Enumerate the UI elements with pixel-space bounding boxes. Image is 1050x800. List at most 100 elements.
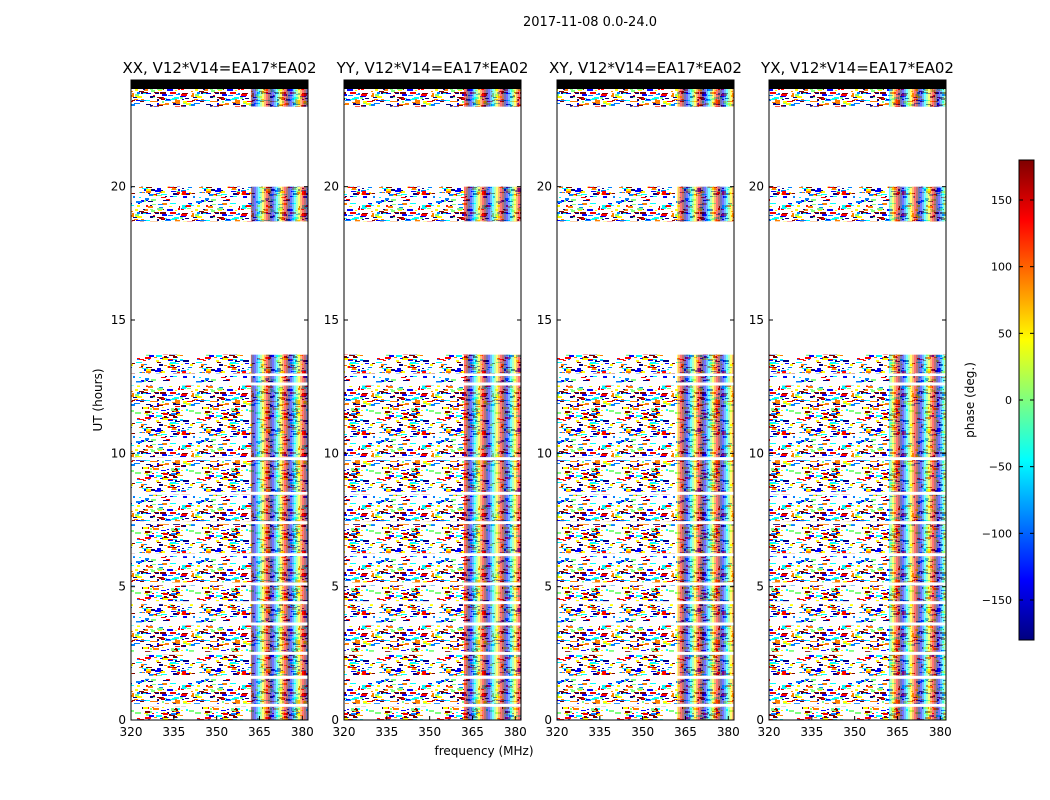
y-tick-label: 20 <box>324 180 339 194</box>
x-tick-label: 335 <box>162 725 185 739</box>
panel-3: YX, V12*V14=EA17*EA02 320 335 350 365 380 0 5 10… <box>749 59 954 739</box>
y-tick-label: 5 <box>544 580 552 594</box>
y-tick-label: 15 <box>111 313 126 327</box>
colorbar: −150 −100 −50 0 50 100 150 phase (deg.) <box>963 159 1035 641</box>
flag-gap <box>557 553 734 557</box>
colorbar-tick-label: −150 <box>982 594 1012 607</box>
y-tick-label: 10 <box>749 446 764 460</box>
fringe-segment <box>250 186 308 222</box>
flag-gap <box>344 457 521 461</box>
panel-title: XX, V12*V14=EA17*EA02 <box>122 59 316 77</box>
flag-gap <box>131 703 308 707</box>
y-tick-label: 0 <box>331 713 339 727</box>
y-tick-label: 15 <box>749 313 764 327</box>
flag-gap <box>557 622 734 626</box>
fringe-segment <box>888 186 946 222</box>
flag-gap <box>769 521 946 525</box>
flag-gap <box>557 457 734 461</box>
flag-gap <box>769 553 946 557</box>
flag-gap <box>131 651 308 655</box>
y-tick-label: 15 <box>537 313 552 327</box>
y-tick-label: 5 <box>118 580 126 594</box>
x-tick-label: 380 <box>929 725 952 739</box>
y-axis-label: UT (hours) <box>91 368 105 431</box>
panels-group: XX, V12*V14=EA17*EA02 320 335 350 365 380 0 5 10… <box>111 59 954 739</box>
y-tick-label: 20 <box>749 180 764 194</box>
x-tick-label: 335 <box>375 725 398 739</box>
x-tick-label: 350 <box>205 725 228 739</box>
flag-gap <box>557 521 734 525</box>
x-tick-label: 335 <box>588 725 611 739</box>
colorbar-tick-label: 150 <box>991 194 1012 207</box>
x-tick-label: 365 <box>248 725 271 739</box>
x-tick-label: 365 <box>674 725 697 739</box>
panel-title: YY, V12*V14=EA17*EA02 <box>336 59 529 77</box>
flag-gap <box>769 675 946 679</box>
panel-2: XY, V12*V14=EA17*EA02 320 335 350 365 380 0 5 10… <box>537 59 742 739</box>
y-tick-label: 10 <box>537 446 552 460</box>
flag-gap <box>344 601 521 605</box>
x-tick-label: 380 <box>504 725 527 739</box>
flag-gap <box>344 675 521 679</box>
x-tick-label: 365 <box>461 725 484 739</box>
flag-gap <box>769 703 946 707</box>
y-tick-label: 5 <box>756 580 764 594</box>
flag-gap <box>344 622 521 626</box>
x-tick-label: 350 <box>418 725 441 739</box>
fringe-segment <box>676 186 734 222</box>
x-tick-label: 380 <box>717 725 740 739</box>
colorbar-tick-label: 100 <box>991 261 1012 274</box>
colorbar-tick-label: −100 <box>982 527 1012 540</box>
flag-gap <box>557 675 734 679</box>
flag-gap <box>344 651 521 655</box>
flag-gap <box>769 382 946 386</box>
flag-gap <box>769 622 946 626</box>
flag-gap <box>344 491 521 495</box>
colorbar-label: phase (deg.) <box>963 362 977 438</box>
x-tick-label: 320 <box>758 725 781 739</box>
x-tick-label: 380 <box>291 725 314 739</box>
fringe-segment <box>250 376 308 720</box>
y-tick-label: 0 <box>544 713 552 727</box>
flag-gap <box>344 521 521 525</box>
y-tick-label: 10 <box>324 446 339 460</box>
flag-gap <box>131 622 308 626</box>
x-tick-label: 320 <box>120 725 143 739</box>
y-tick-label: 5 <box>331 580 339 594</box>
panel-frame <box>130 79 309 721</box>
panel-title: XY, V12*V14=EA17*EA02 <box>549 59 742 77</box>
flag-gap <box>769 601 946 605</box>
flag-gap <box>557 601 734 605</box>
x-tick-label: 365 <box>886 725 909 739</box>
figure-title: 2017-11-08 0.0-24.0 <box>523 15 657 30</box>
x-tick-label: 350 <box>631 725 654 739</box>
y-tick-label: 20 <box>537 180 552 194</box>
panel-title: YX, V12*V14=EA17*EA02 <box>760 59 954 77</box>
x-tick-label: 320 <box>333 725 356 739</box>
colorbar-tick-label: 0 <box>1005 394 1012 407</box>
y-tick-label: 10 <box>111 446 126 460</box>
top-edge-band <box>344 80 521 89</box>
flag-gap <box>769 491 946 495</box>
top-edge-band <box>557 80 734 89</box>
flag-gap <box>344 582 521 586</box>
x-tick-label: 320 <box>546 725 569 739</box>
flag-gap <box>344 382 521 386</box>
flag-gap <box>131 491 308 495</box>
fringe-segment <box>888 354 946 374</box>
colorbar-tick-label: 50 <box>998 327 1012 340</box>
fringe-segment <box>463 376 521 720</box>
y-tick-label: 15 <box>324 313 339 327</box>
flag-gap <box>131 521 308 525</box>
x-tick-label: 335 <box>800 725 823 739</box>
flag-gap <box>131 582 308 586</box>
panel-frame <box>768 79 947 721</box>
flag-gap <box>131 675 308 679</box>
panel-0: XX, V12*V14=EA17*EA02 320 335 350 365 380 0 5 10… <box>111 59 317 739</box>
flag-gap <box>131 457 308 461</box>
flag-gap <box>131 601 308 605</box>
flag-gap <box>769 582 946 586</box>
flag-gap <box>557 491 734 495</box>
panel-frame <box>556 79 735 721</box>
y-tick-label: 20 <box>111 180 126 194</box>
